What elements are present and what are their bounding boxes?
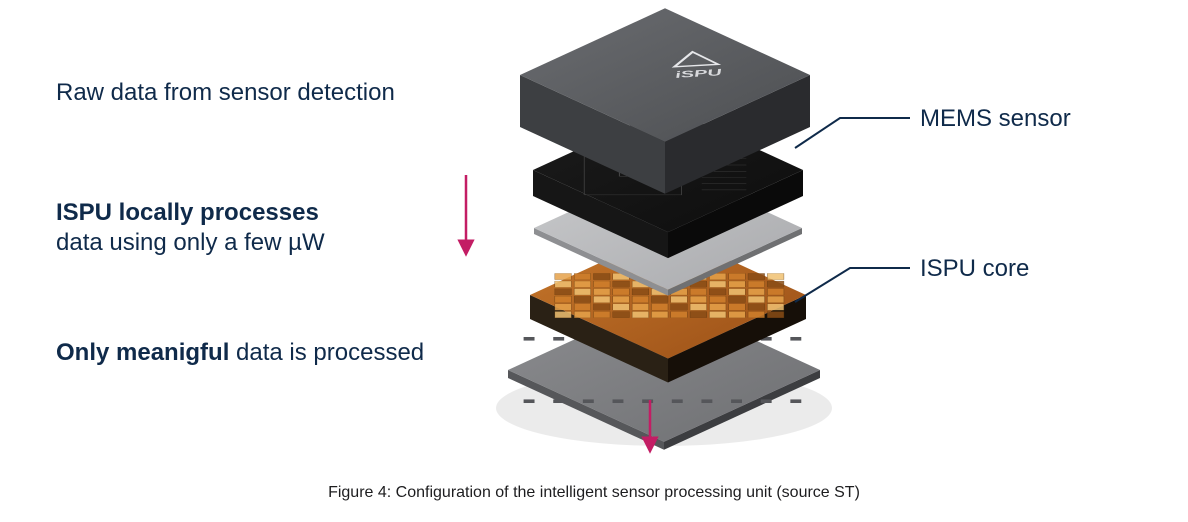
lead-mems: [795, 118, 910, 148]
label-only: Only meanigful data is processed: [56, 338, 424, 368]
label-core: ISPU core: [920, 254, 1029, 284]
label-ispu: ISPU locally processes data using only a …: [56, 198, 325, 258]
label-mems-text: MEMS sensor: [920, 105, 1071, 132]
label-ispu-bold: ISPU locally processes: [56, 199, 319, 226]
label-only-rest: data is processed: [229, 339, 424, 366]
label-raw-text: Raw data from sensor detection: [56, 79, 395, 106]
lead-core: [795, 268, 910, 302]
figure-caption: Figure 4: Configuration of the intellige…: [0, 484, 1188, 502]
label-only-bold: Only meanigful: [56, 339, 229, 366]
label-raw: Raw data from sensor detection: [56, 78, 395, 108]
label-ispu-rest: data using only a few µW: [56, 229, 325, 256]
label-core-text: ISPU core: [920, 255, 1029, 282]
label-mems: MEMS sensor: [920, 104, 1071, 134]
